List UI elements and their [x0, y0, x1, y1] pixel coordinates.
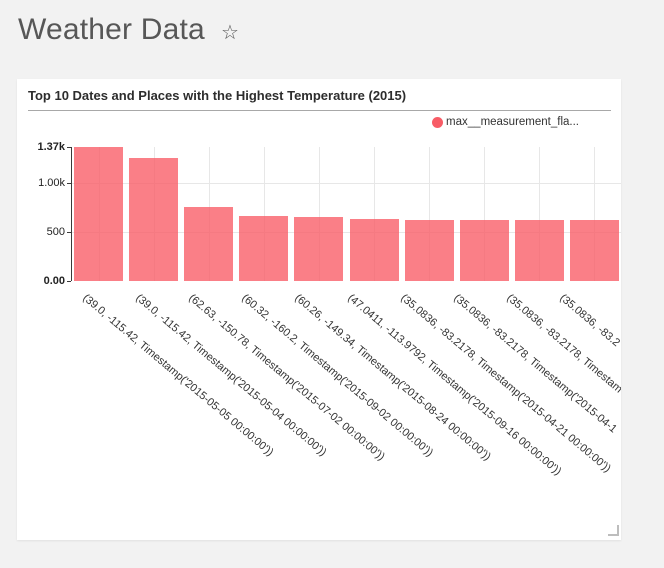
x-axis-label: (60.32, -160.2, Timestamp('2015-09-02 00… [239, 292, 436, 460]
y-axis-tick [67, 232, 71, 234]
x-axis-label: (60.26, -149.34, Timestamp('2015-08-24 0… [292, 292, 493, 464]
gridline-vertical [429, 147, 431, 281]
gridline-vertical [318, 147, 320, 281]
legend-series-label: max__measurement_fla... [446, 116, 579, 128]
gridline-vertical [263, 147, 265, 281]
gridline-horizontal [71, 232, 621, 234]
gridline-horizontal [71, 183, 621, 185]
chart-title: Top 10 Dates and Places with the Highest… [28, 88, 407, 103]
y-axis-line [71, 147, 72, 281]
bar[interactable] [349, 219, 399, 281]
y-axis-label: 0.00 [43, 275, 65, 287]
legend-item[interactable]: max__measurement_fla... [432, 116, 579, 128]
resize-handle-icon[interactable] [608, 525, 619, 536]
y-axis-label: 1.37k [37, 141, 65, 153]
bar[interactable] [294, 216, 344, 281]
y-axis-label: 1.00k [38, 177, 65, 190]
bar[interactable] [514, 219, 564, 281]
x-axis-label: (39.0, -115.42, Timestamp('2015-05-05 00… [80, 292, 276, 459]
gridline-vertical [484, 147, 486, 281]
chart-card: Top 10 Dates and Places with the Highest… [17, 79, 621, 540]
page-title: Weather Data [18, 13, 205, 46]
y-axis-tick [67, 147, 71, 148]
bar[interactable] [239, 215, 289, 281]
page-header: Weather Data ☆ [18, 10, 239, 50]
bar[interactable] [459, 219, 509, 281]
title-divider [28, 110, 611, 111]
bar[interactable] [569, 220, 619, 281]
x-axis-label: (62.63, -150.78, Timestamp('2015-07-02 0… [186, 292, 387, 464]
bar[interactable] [129, 157, 179, 281]
gridline-vertical [594, 147, 596, 281]
bar[interactable] [404, 219, 454, 281]
bar-chart: 1.37k 1.00k 500 0.00 (39.0, -115.42, Timesta… [17, 79, 621, 540]
bar[interactable] [184, 206, 234, 281]
bar[interactable] [74, 147, 124, 281]
x-axis-label: (39.0, -115.42, Timestamp('2015-05-04 00… [133, 292, 329, 459]
gridline-vertical [374, 147, 376, 281]
y-axis-tick [67, 281, 71, 282]
legend-series-dot-icon [432, 116, 444, 128]
y-axis-tick [67, 183, 71, 185]
gridline-vertical [539, 147, 541, 281]
favorite-star-icon[interactable]: ☆ [220, 21, 239, 44]
y-axis-label: 500 [46, 226, 65, 239]
